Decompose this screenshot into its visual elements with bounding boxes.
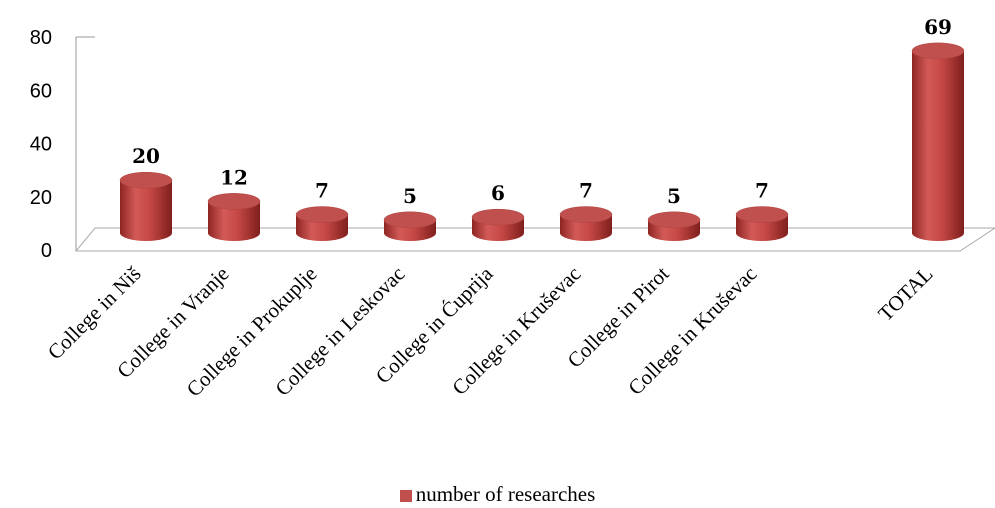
bar: [119, 171, 173, 241]
legend: number of researches: [0, 482, 995, 507]
bar: [911, 42, 965, 242]
bar: [735, 206, 789, 241]
data-label: 5: [667, 184, 681, 208]
data-label: 6: [491, 181, 505, 205]
y-tick-label: 40: [30, 134, 52, 156]
bar-body: [912, 50, 964, 242]
data-label: 12: [220, 165, 248, 189]
chart-frame: [74, 36, 995, 252]
bar-top: [295, 206, 349, 223]
bar-top: [119, 171, 173, 189]
bar-top: [471, 208, 525, 226]
data-labels: 20 12 7 5 6 7 5 7 69: [132, 15, 952, 208]
y-tick-label: 60: [30, 80, 52, 102]
bar-body: [208, 201, 260, 241]
bar-top: [383, 211, 437, 229]
y-tick-label: 0: [41, 240, 52, 262]
bar-top: [647, 211, 701, 229]
bar-top: [559, 206, 613, 223]
bar: [647, 211, 701, 241]
floor: [74, 227, 995, 252]
bar-top: [735, 206, 789, 223]
bar: [559, 206, 613, 241]
data-label: 7: [579, 179, 593, 203]
category-label: TOTAL: [873, 262, 937, 326]
data-label: 20: [132, 144, 160, 168]
bar: [471, 208, 525, 241]
data-label: 7: [315, 179, 329, 203]
data-label: 7: [755, 179, 769, 203]
bar-body: [120, 180, 172, 241]
bars: [119, 42, 965, 242]
y-axis-ticks: 0 20 40 60 80: [30, 27, 52, 262]
bar-top: [207, 193, 261, 210]
bar: [295, 206, 349, 241]
legend-swatch: [399, 490, 412, 502]
bar-top: [911, 42, 965, 60]
y-tick-label: 80: [30, 27, 52, 49]
legend-label: number of researches: [415, 482, 596, 506]
data-label: 69: [924, 15, 952, 39]
bar: [207, 193, 261, 241]
y-tick-label: 20: [30, 187, 52, 209]
bar: [383, 211, 437, 241]
data-label: 5: [403, 184, 417, 208]
